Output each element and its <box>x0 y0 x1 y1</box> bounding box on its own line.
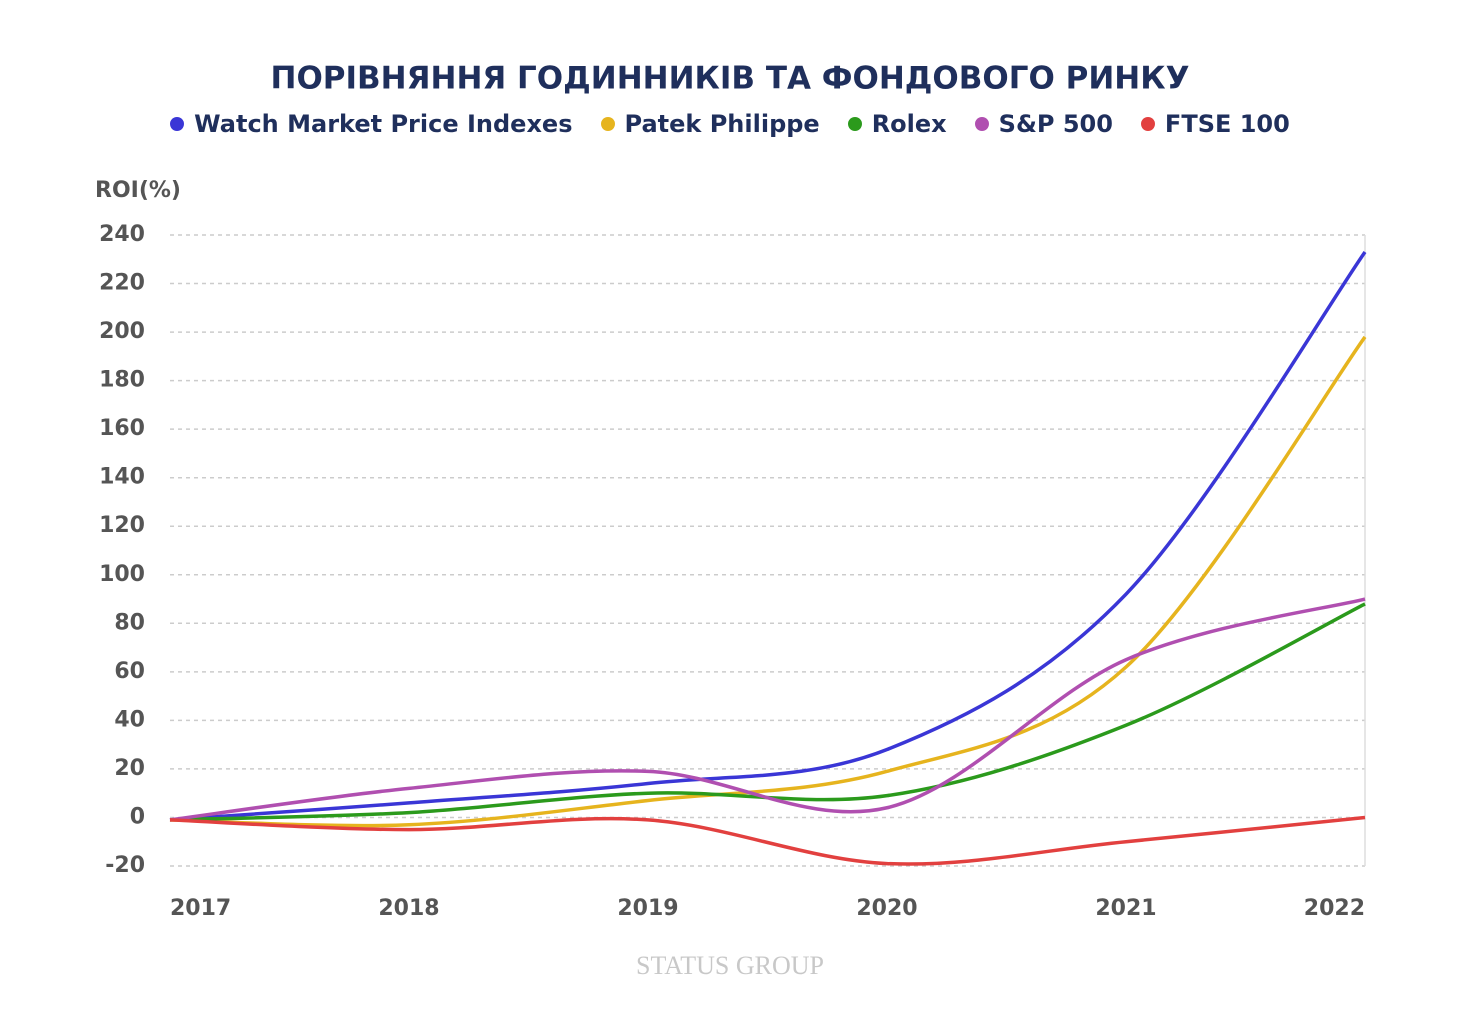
y-tick-label: 80 <box>114 610 145 635</box>
legend-label: Rolex <box>871 110 947 138</box>
y-tick-label: 220 <box>99 271 145 296</box>
x-tick-label: 2017 <box>170 896 231 921</box>
y-tick-label: 200 <box>99 319 145 344</box>
legend: Watch Market Price Indexes Patek Philippe… <box>0 110 1460 138</box>
y-tick-label: 100 <box>99 562 145 587</box>
line <box>169 250 1367 822</box>
legend-item: Rolex <box>847 110 947 138</box>
line <box>169 335 1367 828</box>
x-tick-label: 2019 <box>617 896 678 921</box>
y-tick-label: 180 <box>99 368 145 393</box>
legend-item: Patek Philippe <box>600 110 820 138</box>
line <box>169 602 1366 822</box>
legend-item: Watch Market Price Indexes <box>170 110 573 138</box>
y-axis-label: ROI(%) <box>95 178 181 203</box>
watermark: STATUS GROUP <box>636 951 824 980</box>
x-tick-label: 2018 <box>378 896 439 921</box>
y-tick-label: 140 <box>99 465 145 490</box>
legend-item: FTSE 100 <box>1140 110 1290 138</box>
x-tick-label: 2022 <box>1304 896 1365 921</box>
legend-marker <box>600 117 615 131</box>
y-tick-label: 0 <box>130 804 145 829</box>
y-tick-label: -20 <box>105 853 145 878</box>
legend-label: S&P 500 <box>998 110 1113 138</box>
y-tick-label: 120 <box>99 513 145 538</box>
legend-marker <box>170 117 185 131</box>
legend-label: Watch Market Price Indexes <box>194 110 573 138</box>
y-tick-label: 60 <box>114 659 145 684</box>
y-tick-label: 160 <box>99 416 145 441</box>
legend-item: S&P 500 <box>974 110 1113 138</box>
legend-label: Patek Philippe <box>624 110 820 138</box>
y-tick-label: 20 <box>114 756 145 781</box>
legend-marker <box>974 117 989 131</box>
line <box>169 815 1366 866</box>
legend-marker <box>1140 117 1155 131</box>
y-tick-label: 240 <box>99 222 145 247</box>
x-tick-label: 2020 <box>856 896 917 921</box>
legend-marker <box>847 117 862 131</box>
y-tick-label: 40 <box>114 707 145 732</box>
line <box>169 597 1366 822</box>
legend-label: FTSE 100 <box>1164 110 1290 138</box>
x-tick-label: 2021 <box>1095 896 1156 921</box>
chart-title: ПОРІВНЯННЯ ГОДИННИКІВ ТА ФОНДОВОГО РИНКУ <box>271 61 1190 97</box>
